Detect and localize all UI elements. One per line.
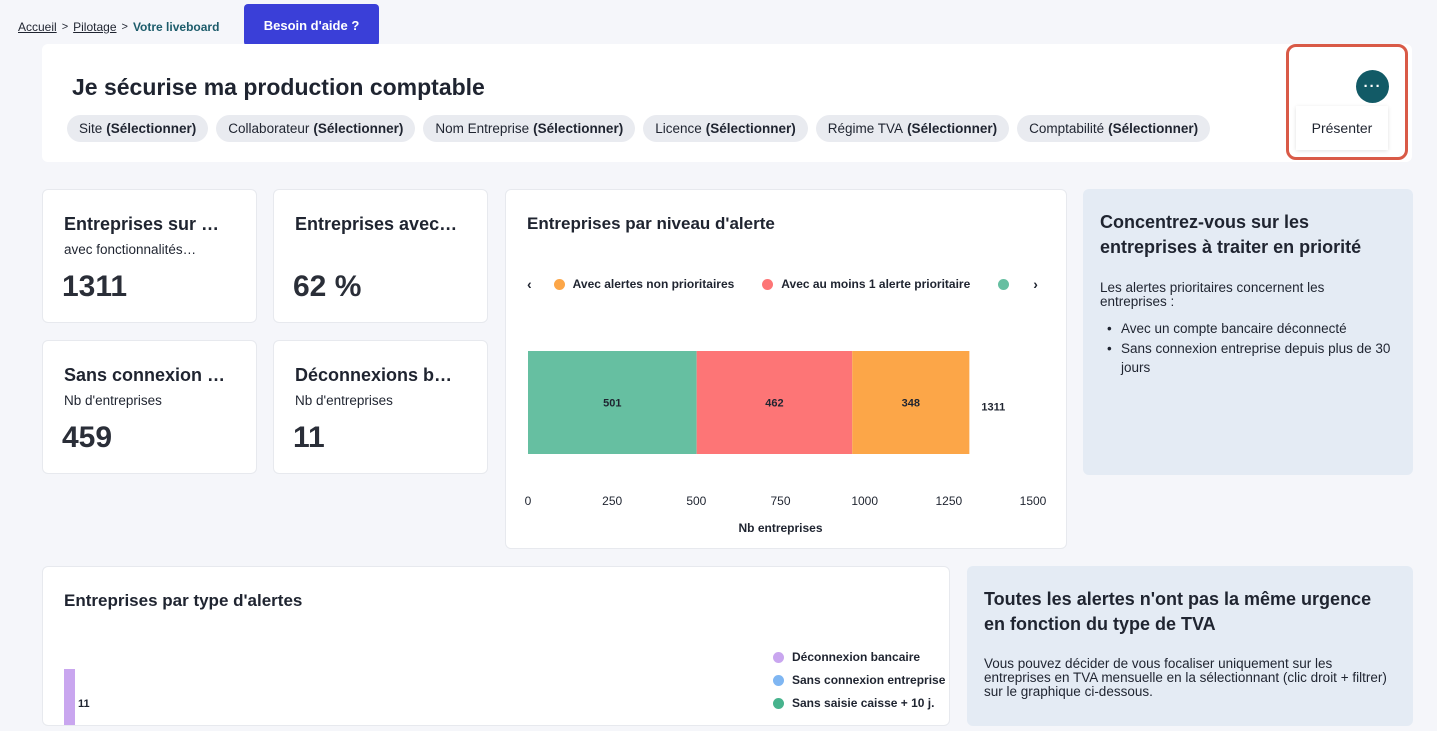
x-tick-label: 0 (525, 494, 532, 508)
chart-title: Entreprises par type d'alertes (64, 591, 303, 610)
bar-value-label: 11 (78, 698, 90, 710)
legend-item[interactable] (998, 278, 1017, 290)
bar-value-label: 348 (902, 398, 920, 410)
chart-bar-segment[interactable] (528, 351, 697, 454)
x-axis-label: Nb entreprises (738, 521, 822, 535)
legend-dot (773, 697, 784, 709)
kpi-title: Entreprises avec… (295, 214, 458, 234)
kpi-value: 459 (62, 421, 113, 454)
breadcrumb: Accueil > Pilotage > Votre liveboard (18, 20, 219, 34)
chart-bar-segment[interactable] (696, 351, 853, 454)
kpi-value: 1311 (62, 270, 128, 303)
filter-chip-licence[interactable]: Licence (Sélectionner) (643, 115, 808, 142)
alert-level-chart-card: Entreprises par niveau d'alerte ‹ Avec a… (505, 189, 1067, 549)
kpi-title: Déconnexions b… (295, 365, 453, 385)
tva-info-card: Toutes les alertes n'ont pas la même urg… (967, 566, 1413, 726)
legend-item[interactable]: Avec alertes non prioritaires (553, 277, 734, 291)
x-tick-label: 500 (686, 494, 706, 508)
x-tick-label: 750 (770, 494, 790, 508)
x-tick-label: 1250 (935, 494, 962, 508)
chart-bar-segment[interactable] (852, 351, 970, 454)
page-title: Je sécurise ma production comptable (72, 74, 485, 100)
filter-chip-site[interactable]: Site (Sélectionner) (67, 115, 209, 142)
legend-dot (773, 651, 784, 663)
kpi-value: 62 % (293, 270, 362, 303)
chart-bar[interactable] (64, 669, 75, 725)
breadcrumb-home-link[interactable]: Accueil (18, 20, 57, 34)
info-text: Les alertes prioritaires concernent les … (1100, 280, 1325, 310)
info-text: Vous pouvez décider de vous focaliser un… (984, 656, 1387, 700)
chart-legend: Déconnexion bancaire Sans connexion entr… (773, 650, 949, 719)
legend-item[interactable]: Sans saisie caisse + 10 j. (773, 696, 949, 710)
bar-value-label: 462 (765, 398, 783, 410)
kpi-subtitle: Nb d'entreprises (295, 393, 393, 408)
legend-dot (998, 278, 1010, 290)
filter-chip-regime-tva[interactable]: Régime TVA (Sélectionner) (815, 115, 1010, 142)
alert-type-chart-card: Entreprises par type d'alertes 11 Déconn… (42, 566, 950, 726)
x-tick-label: 1500 (1020, 494, 1047, 508)
chevron-right-icon: > (61, 21, 69, 33)
list-item: Sans connexion entreprise depuis plus de… (1107, 339, 1402, 378)
kpi-subtitle: Nb d'entreprises (64, 393, 162, 408)
x-tick-label: 1000 (851, 494, 878, 508)
stacked-bar-chart: 501 462 348 1311 0 250 500 750 1000 1250 1500 Nb en… (525, 351, 1047, 535)
bar-value-label: 501 (603, 398, 621, 410)
filter-bar: Site (Sélectionner) Collaborateur (Sélecti… (67, 115, 1211, 142)
kpi-title: Entreprises sur … (64, 214, 220, 234)
chart-title: Entreprises par niveau d'alerte (527, 214, 775, 233)
help-button[interactable]: Besoin d'aide ? (244, 4, 379, 46)
list-item: Avec un compte bancaire déconnecté (1107, 319, 1402, 339)
chevron-left-icon[interactable]: ‹ (527, 276, 532, 292)
kpi-subtitle: avec fonctionnalités… (64, 242, 197, 257)
chevron-right-icon[interactable]: › (1033, 276, 1038, 292)
kpi-value: 11 (293, 421, 325, 454)
kpi-card[interactable]: Entreprises sur … avec fonctionnalités… … (42, 189, 257, 323)
highlight-outline (1286, 44, 1408, 160)
breadcrumb-current: Votre liveboard (132, 20, 220, 34)
info-title: Toutes les alertes n'ont pas la même urg… (984, 589, 1372, 635)
filter-chip-nom-entreprise[interactable]: Nom Entreprise (Sélectionner) (423, 115, 636, 142)
kpi-card[interactable]: Entreprises avec… 62 % (273, 189, 488, 323)
legend-item[interactable]: Déconnexion bancaire (773, 650, 949, 664)
legend-dot (553, 278, 565, 290)
chevron-right-icon: > (121, 21, 128, 33)
info-title: Concentrez-vous sur les entreprises à tr… (1100, 212, 1362, 258)
liveboard-header: Je sécurise ma production comptable Site… (42, 44, 1412, 162)
priority-info-card: Concentrez-vous sur les entreprises à tr… (1083, 189, 1413, 475)
present-button[interactable]: Présenter (1296, 106, 1388, 150)
kpi-card[interactable]: Sans connexion … Nb d'entreprises 459 (42, 340, 257, 474)
legend-item[interactable]: Avec au moins 1 alerte prioritaire (762, 277, 970, 291)
x-tick-label: 250 (602, 494, 622, 508)
filter-chip-comptabilite[interactable]: Comptabilité (Sélectionner) (1017, 115, 1211, 142)
legend-dot (773, 674, 784, 686)
more-horizontal-icon[interactable]: ··· (1356, 70, 1389, 103)
bar-total-label: 1311 (981, 402, 1005, 414)
legend-item[interactable]: Sans connexion entreprise + … (773, 673, 949, 687)
info-list: Avec un compte bancaire déconnecté Sans … (1107, 319, 1402, 378)
legend-dot (762, 278, 774, 290)
filter-chip-collaborateur[interactable]: Collaborateur (Sélectionner) (216, 115, 416, 142)
kpi-card[interactable]: Déconnexions b… Nb d'entreprises 11 (273, 340, 488, 474)
breadcrumb-pilotage-link[interactable]: Pilotage (73, 20, 117, 34)
kpi-title: Sans connexion … (64, 365, 226, 385)
chart-legend: ‹ Avec alertes non prioritaires Avec au … (527, 276, 1060, 292)
